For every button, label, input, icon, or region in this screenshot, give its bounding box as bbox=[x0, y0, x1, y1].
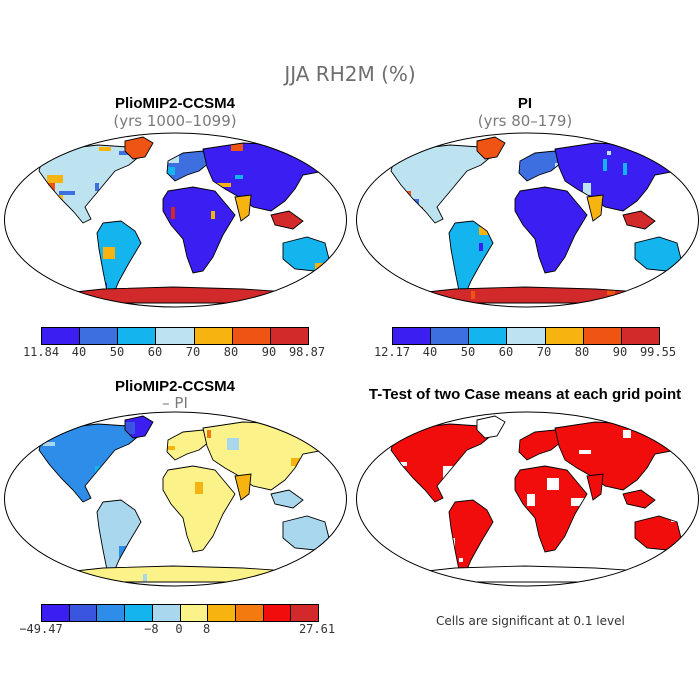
colorbar-swatch bbox=[152, 605, 181, 621]
coastline-seasia bbox=[270, 210, 304, 230]
figure-title: JJA RH2M (%) bbox=[284, 62, 416, 86]
coastline-na bbox=[38, 144, 142, 224]
coastline-afr bbox=[514, 465, 588, 553]
colorbar-swatch bbox=[118, 328, 157, 344]
coastline-greenland bbox=[124, 136, 154, 160]
coastline-eur bbox=[166, 150, 210, 182]
colorbar-swatch bbox=[125, 605, 153, 621]
land-greenland bbox=[477, 416, 505, 438]
colorbar-tick-label: 99.55 bbox=[639, 345, 677, 359]
coastline-afr bbox=[162, 186, 236, 274]
map-panel-1 bbox=[4, 132, 347, 308]
map-frame bbox=[4, 132, 347, 308]
panel-3-title: PlioMIP2-CCSM4 bbox=[114, 378, 235, 395]
colorbar-tick-label: −49.47 bbox=[19, 622, 63, 636]
map-panel-4 bbox=[356, 411, 699, 587]
panel-1-subtitle: (yrs 1000–1099) bbox=[113, 112, 237, 130]
colorbar-1 bbox=[41, 327, 309, 345]
colorbar-swatch bbox=[263, 605, 292, 621]
coastline-sa bbox=[448, 220, 494, 296]
colorbar-tick-label: 50 bbox=[109, 345, 125, 359]
coastline-greenland bbox=[476, 136, 506, 160]
colorbar-swatch bbox=[69, 605, 98, 621]
coastline-sa bbox=[96, 220, 142, 296]
colorbar-tick-label: 0 bbox=[175, 622, 183, 636]
panel-2-subtitle: (yrs 80–179) bbox=[477, 112, 573, 130]
coastline-india bbox=[234, 194, 252, 222]
coastline-eur bbox=[518, 429, 562, 461]
map-frame bbox=[356, 411, 699, 587]
coastline-seasia bbox=[622, 489, 656, 509]
panel-4-title: T-Test of two Case means at each grid po… bbox=[368, 386, 682, 403]
colorbar-tick-label: 27.61 bbox=[298, 622, 336, 636]
colorbar-swatch bbox=[42, 605, 70, 621]
colorbar-swatch bbox=[180, 605, 209, 621]
colorbar-tick-label: 70 bbox=[536, 345, 552, 359]
colorbar-swatch bbox=[469, 328, 508, 344]
panel-2-title: PI bbox=[517, 95, 533, 112]
colorbar-swatch bbox=[583, 328, 622, 344]
coastline-greenland bbox=[124, 415, 154, 439]
colorbar-tick-label: 60 bbox=[498, 345, 514, 359]
coastline-na bbox=[390, 144, 494, 224]
panel-3-subtitle: – PI bbox=[162, 394, 188, 412]
colorbar-swatch bbox=[235, 605, 264, 621]
colorbar-tick-label: 60 bbox=[147, 345, 163, 359]
colorbar-swatch bbox=[507, 328, 546, 344]
coastline-seasia bbox=[270, 489, 304, 509]
coastline-greenland bbox=[476, 415, 506, 439]
colorbar-swatch bbox=[80, 328, 119, 344]
map-frame bbox=[4, 411, 347, 587]
significance-note: Cells are significant at 0.1 level bbox=[436, 614, 625, 628]
colorbar-swatch bbox=[156, 328, 195, 344]
colorbar-tick-label: 98.87 bbox=[288, 345, 326, 359]
colorbar-tick-label: 11.84 bbox=[22, 345, 60, 359]
colorbar-tick-label: 12.17 bbox=[373, 345, 411, 359]
coastline-afr bbox=[162, 465, 236, 553]
coastline-eur bbox=[166, 429, 210, 461]
coastline-na bbox=[38, 423, 142, 503]
colorbar-tick-label: 50 bbox=[460, 345, 476, 359]
colorbar-swatch bbox=[194, 328, 233, 344]
colorbar-tick-label: 70 bbox=[185, 345, 201, 359]
colorbar-swatch bbox=[291, 605, 319, 621]
land-greenland bbox=[125, 416, 153, 438]
land-greenland bbox=[477, 137, 505, 159]
colorbar-swatch bbox=[208, 605, 236, 621]
colorbar-swatch bbox=[431, 328, 470, 344]
colorbar-swatch bbox=[270, 328, 308, 344]
coastline-afr bbox=[514, 186, 588, 274]
colorbar-2 bbox=[392, 327, 660, 345]
colorbar-tick-label: −8 bbox=[144, 622, 159, 636]
colorbar-swatch bbox=[545, 328, 584, 344]
colorbar-tick-label: 90 bbox=[261, 345, 277, 359]
land-ant bbox=[47, 287, 303, 303]
coastline-seasia bbox=[622, 210, 656, 230]
panel-1-title: PlioMIP2-CCSM4 bbox=[114, 95, 235, 112]
map-frame bbox=[356, 132, 699, 308]
colorbar-swatch bbox=[621, 328, 659, 344]
coastline-eur bbox=[518, 150, 562, 182]
coastline-india bbox=[586, 194, 604, 222]
map-panel-3 bbox=[4, 411, 347, 587]
coastline-india bbox=[234, 473, 252, 501]
colorbar-tick-label: 80 bbox=[574, 345, 590, 359]
map-panel-2 bbox=[356, 132, 699, 308]
coastline-sa bbox=[96, 499, 142, 575]
colorbar-tick-label: 40 bbox=[422, 345, 438, 359]
colorbar-tick-label: 90 bbox=[612, 345, 628, 359]
coastline-na bbox=[390, 423, 494, 503]
colorbar-tick-label: 8 bbox=[202, 622, 211, 636]
colorbar-tick-label: 80 bbox=[223, 345, 239, 359]
colorbar-swatch bbox=[97, 605, 126, 621]
colorbar-swatch bbox=[393, 328, 432, 344]
colorbar-swatch bbox=[232, 328, 271, 344]
colorbar-swatch bbox=[42, 328, 81, 344]
colorbar-3 bbox=[41, 604, 319, 622]
colorbar-tick-label: 40 bbox=[71, 345, 87, 359]
coastline-india bbox=[586, 473, 604, 501]
coastline-sa bbox=[448, 499, 494, 575]
